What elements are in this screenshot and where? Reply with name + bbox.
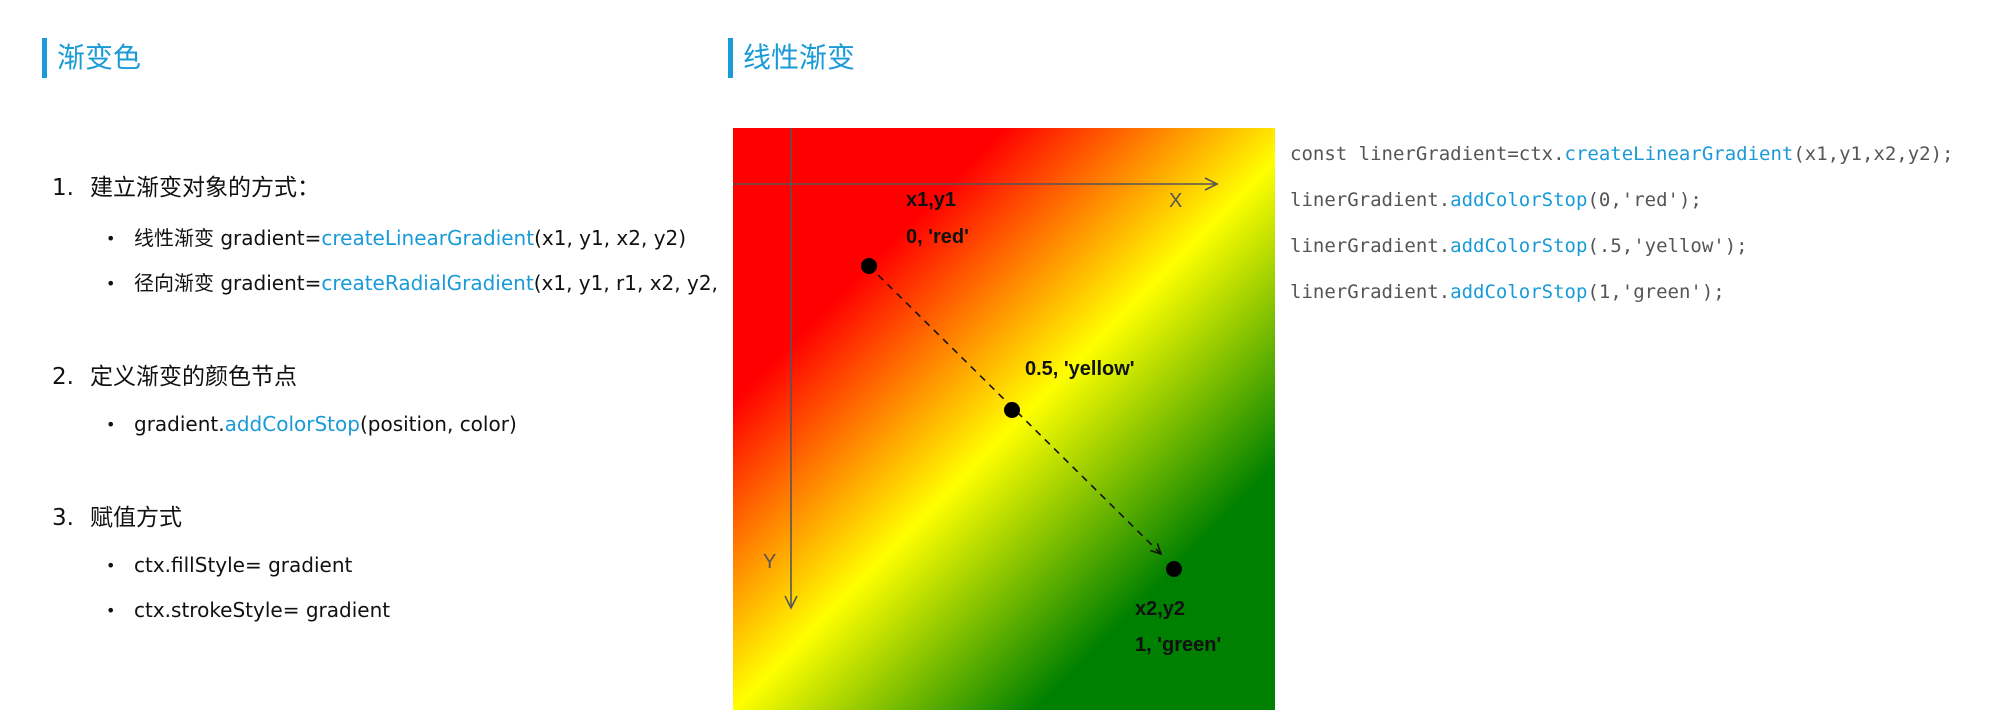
code-args: (1,'green');	[1587, 281, 1725, 303]
bullet-radial-gradient: 径向渐变 gradient=createRadialGradient(x1, y…	[52, 261, 718, 306]
code-method: createLinearGradient	[1564, 143, 1794, 165]
start-point-label: x1,y1	[906, 189, 956, 211]
list-item-color-stops: 2. 定义渐变的颜色节点 gradient.addColorStop(positi…	[52, 352, 712, 447]
bullet-suffix: (x1, y1, r1, x2, y2,	[533, 271, 718, 295]
code-text: linerGradient.	[1290, 281, 1451, 303]
list-item-heading: 2. 定义渐变的颜色节点	[52, 352, 712, 402]
method-name: addColorStop	[224, 412, 360, 436]
gradient-steps-list: 1. 建立渐变对象的方式： 线性渐变 gradient=createLinearG…	[52, 160, 718, 633]
code-text: linerGradient.	[1290, 235, 1451, 257]
list-item-text: 定义渐变的颜色节点	[90, 364, 297, 390]
code-args: (0,'red');	[1587, 189, 1702, 211]
bullet-prefix: ctx.fillStyle= gradient	[134, 553, 353, 577]
code-method: addColorStop	[1450, 281, 1588, 303]
bullet-prefix: 线性渐变 gradient=	[134, 226, 322, 250]
start-stop-label: 0, 'red'	[906, 226, 969, 248]
bullet-list: ctx.fillStyle= gradient ctx.strokeStyle=…	[52, 543, 712, 633]
list-number: 3.	[52, 505, 74, 531]
section-title-linear-gradient: 线性渐变	[728, 38, 855, 78]
bullet-fill-style: ctx.fillStyle= gradient	[52, 543, 712, 588]
start-point	[861, 258, 877, 274]
method-name: createRadialGradient	[321, 271, 534, 295]
bullet-prefix: 径向渐变 gradient=	[134, 271, 322, 295]
y-axis-label: Y	[763, 551, 776, 573]
bullet-linear-gradient: 线性渐变 gradient=createLinearGradient(x1, y…	[52, 216, 712, 261]
code-method: addColorStop	[1450, 235, 1588, 257]
code-text: const linerGradient=ctx.	[1290, 143, 1565, 165]
end-stop-label: 1, 'green'	[1135, 634, 1221, 656]
list-item-create: 1. 建立渐变对象的方式： 线性渐变 gradient=createLinearG…	[52, 160, 718, 306]
list-number: 2.	[52, 364, 74, 390]
list-item-assignment: 3. 赋值方式 ctx.fillStyle= gradient ctx.strok…	[52, 493, 712, 633]
bullet-stroke-style: ctx.strokeStyle= gradient	[52, 588, 712, 633]
end-point-label: x2,y2	[1135, 598, 1185, 620]
bullet-prefix: gradient.	[134, 412, 225, 436]
bullet-suffix: (x1, y1, x2, y2)	[534, 226, 687, 250]
x-axis-label: X	[1169, 190, 1182, 212]
gradient-fill	[733, 128, 1275, 710]
code-line-stop-yellow: linerGradient.addColorStop(.5,'yellow');	[1290, 223, 1953, 269]
code-args: (x1,y1,x2,y2);	[1793, 143, 1954, 165]
list-item-text: 赋值方式	[90, 505, 182, 531]
bullet-list: 线性渐变 gradient=createLinearGradient(x1, y…	[52, 216, 718, 306]
code-line-stop-green: linerGradient.addColorStop(1,'green');	[1290, 269, 1953, 315]
gradient-diagram-svg: X Y x1,y1 0, 'red' 0.5, 'yellow' x2,y2 1…	[733, 128, 1275, 710]
code-line-create: const linerGradient=ctx.createLinearGrad…	[1290, 131, 1953, 177]
code-text: linerGradient.	[1290, 189, 1451, 211]
list-item-text: 建立渐变对象的方式：	[90, 175, 320, 201]
mid-point	[1004, 402, 1020, 418]
code-block: const linerGradient=ctx.createLinearGrad…	[1290, 131, 1953, 315]
gradient-direction-arrow	[868, 265, 1163, 556]
linear-gradient-diagram: X Y x1,y1 0, 'red' 0.5, 'yellow' x2,y2 1…	[733, 128, 1275, 710]
code-args: (.5,'yellow');	[1587, 235, 1748, 257]
section-title-gradient-color: 渐变色	[42, 38, 141, 78]
bullet-add-color-stop: gradient.addColorStop(position, color)	[52, 402, 712, 447]
mid-stop-label: 0.5, 'yellow'	[1025, 358, 1135, 380]
code-line-stop-red: linerGradient.addColorStop(0,'red');	[1290, 177, 1953, 223]
list-number: 1.	[52, 175, 74, 201]
bullet-suffix: (position, color)	[359, 412, 517, 436]
code-method: addColorStop	[1450, 189, 1588, 211]
list-item-heading: 1. 建立渐变对象的方式：	[52, 160, 712, 216]
bullet-prefix: ctx.strokeStyle= gradient	[134, 598, 391, 622]
end-point	[1166, 561, 1182, 577]
list-item-heading: 3. 赋值方式	[52, 493, 712, 543]
bullet-list: gradient.addColorStop(position, color)	[52, 402, 712, 447]
method-name: createLinearGradient	[321, 226, 535, 250]
